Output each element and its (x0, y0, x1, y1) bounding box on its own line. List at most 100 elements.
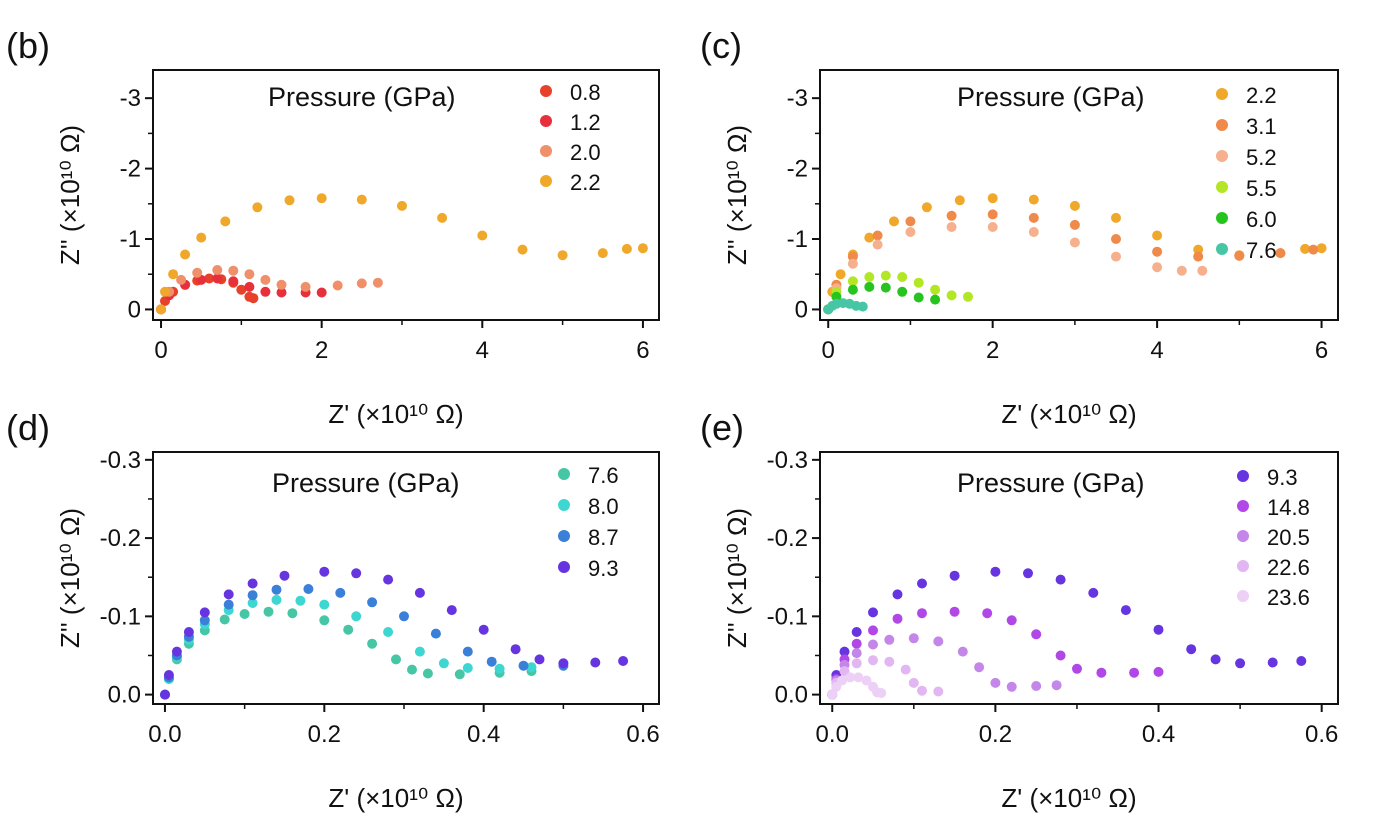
series-2.2 (823, 193, 1327, 315)
data-point (1031, 681, 1042, 691)
legend-marker (1216, 150, 1228, 162)
data-point (1069, 219, 1080, 230)
data-point (917, 685, 927, 696)
y-tick-label: -2 (787, 156, 808, 183)
plot-frame (152, 451, 660, 705)
y-tick-label: -2 (120, 156, 141, 183)
data-point (933, 686, 944, 697)
y-axis-title: Z'' (×10¹⁰ Ω) (55, 508, 85, 648)
data-point (351, 568, 362, 579)
legend-marker (1216, 212, 1228, 224)
legend-marker (1237, 590, 1249, 602)
data-point (236, 284, 247, 295)
data-point (438, 658, 449, 669)
data-point (847, 258, 858, 269)
data-point (853, 672, 864, 683)
legend-label: 22.6 (1267, 555, 1310, 580)
data-point (1153, 624, 1164, 635)
x-tick-label: 2 (315, 337, 328, 364)
data-point (1193, 251, 1204, 262)
data-point (1055, 574, 1066, 585)
data-point (897, 272, 908, 282)
data-point (1210, 654, 1221, 665)
data-point (160, 286, 170, 297)
data-point (303, 584, 314, 594)
series-23.6 (827, 672, 887, 700)
panel-letter: (d) (6, 407, 50, 448)
chart-panel-1: (b) 0 2 4 6 0 -1 -2 -3 Z' (×10¹⁰ Ω) Z'' (×10¹⁰ Ω) P… (6, 25, 660, 429)
data-point (908, 677, 919, 688)
legend-label: 7.6 (1246, 238, 1277, 263)
data-point (260, 274, 271, 285)
data-point (319, 566, 330, 577)
data-point (880, 282, 891, 293)
data-point (990, 566, 1001, 577)
data-point (987, 222, 998, 232)
data-point (247, 590, 258, 601)
data-point (864, 232, 875, 243)
data-point (864, 281, 875, 292)
data-point (430, 628, 441, 639)
data-point (1234, 250, 1245, 261)
data-point (397, 200, 407, 211)
data-point (437, 212, 448, 223)
data-point (1275, 248, 1286, 259)
data-point (933, 636, 944, 647)
data-point (276, 287, 287, 298)
data-point (847, 276, 858, 287)
data-point (1096, 667, 1107, 678)
data-point (332, 280, 343, 291)
data-point (1006, 681, 1017, 692)
y-tick-label: 0 (795, 296, 808, 323)
legend-marker (1237, 530, 1249, 542)
data-point (319, 615, 330, 626)
data-point (247, 578, 258, 589)
data-point (845, 672, 856, 683)
legend-label: 7.6 (588, 463, 619, 488)
data-point (284, 195, 295, 206)
data-point (446, 605, 457, 616)
legend-marker (1216, 181, 1228, 193)
data-point (1023, 568, 1033, 579)
data-point (494, 663, 505, 674)
data-point (872, 230, 883, 241)
data-point (1028, 227, 1039, 237)
plot-frame (152, 69, 660, 321)
data-point (917, 578, 927, 589)
data-point (1072, 663, 1082, 674)
data-point (300, 281, 311, 292)
data-point (180, 249, 191, 260)
data-point (454, 669, 465, 680)
data-point (839, 646, 850, 657)
data-point (861, 675, 872, 686)
x-tick-label: 0.2 (308, 721, 341, 748)
y-tick-label: -0.1 (767, 603, 808, 630)
data-point (835, 269, 846, 280)
data-point (957, 646, 968, 657)
legend-marker (558, 561, 570, 573)
data-point (1308, 244, 1319, 255)
series-8.7 (160, 584, 569, 700)
data-point (1111, 251, 1121, 262)
series-7.6 (160, 606, 537, 700)
data-point (847, 284, 858, 295)
legend-label: 2.0 (570, 140, 601, 165)
data-point (356, 278, 367, 289)
data-point (558, 658, 569, 669)
data-point (367, 638, 378, 649)
y-tick-label: -1 (120, 226, 141, 253)
legend-marker (558, 468, 570, 480)
data-point (248, 293, 259, 304)
legend-marker (1216, 88, 1228, 100)
x-tick-label: 4 (1150, 337, 1163, 364)
legend: Pressure (GPa) 7.6 8.0 8.7 9.3 (272, 463, 619, 581)
data-point (905, 216, 916, 227)
series-8.0 (160, 594, 537, 700)
data-point (930, 294, 941, 305)
plot-frame (819, 451, 1339, 705)
data-point (228, 276, 239, 287)
data-point (192, 267, 203, 278)
x-axis-title: Z' (×10¹⁰ Ω) (1001, 783, 1136, 813)
data-point (316, 193, 327, 204)
data-point (414, 646, 425, 657)
